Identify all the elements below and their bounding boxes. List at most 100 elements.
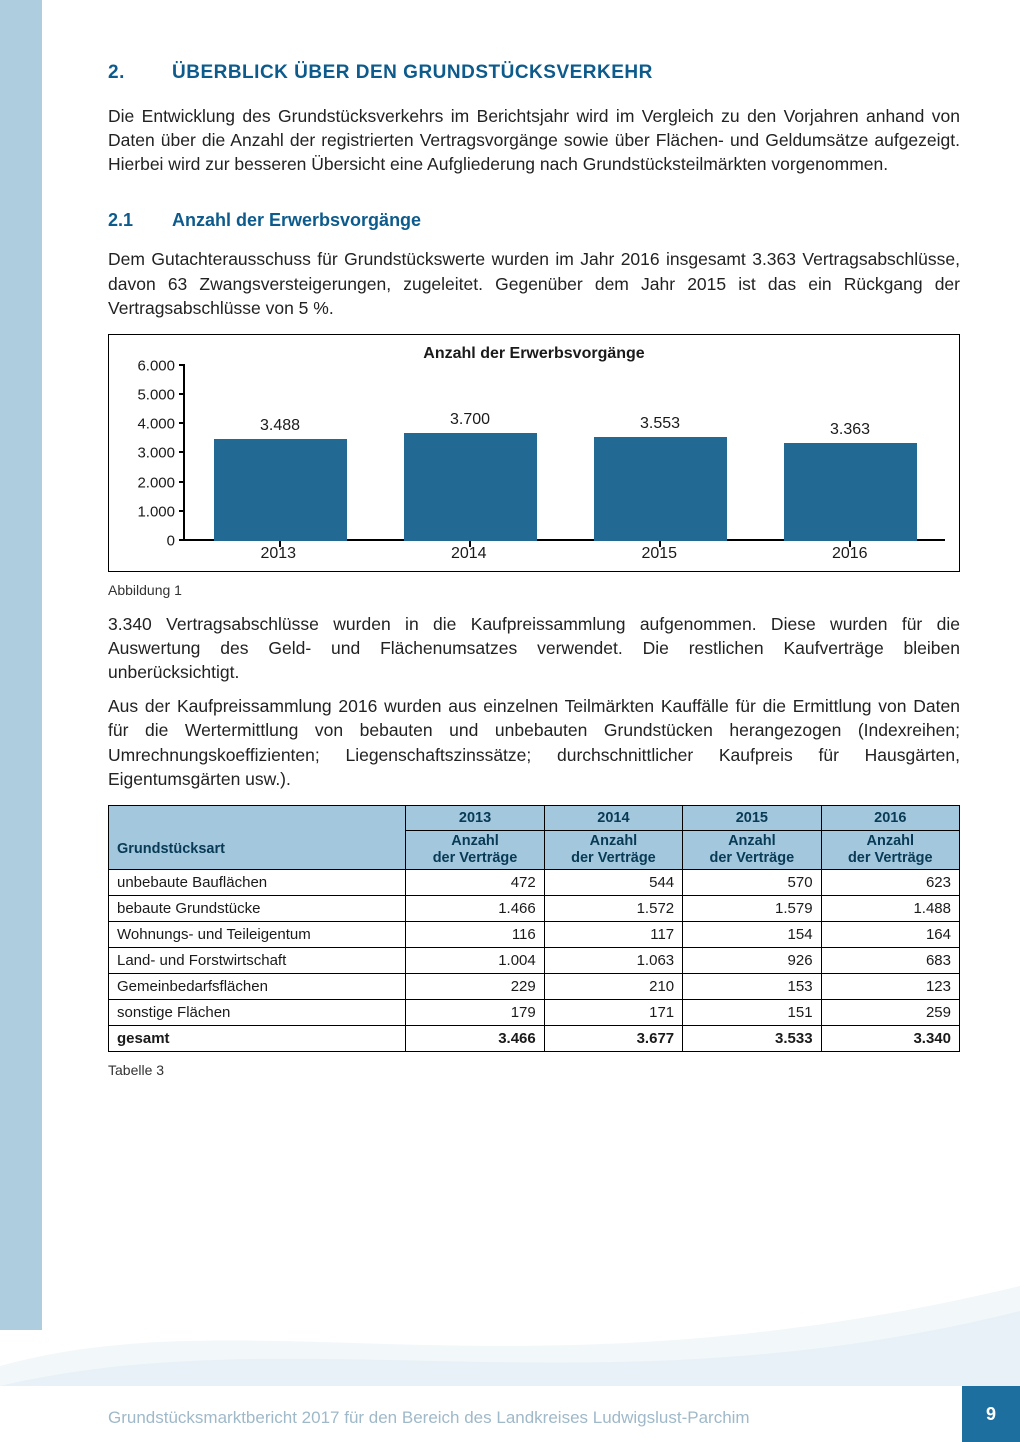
table-cell-value: 570 bbox=[683, 870, 821, 896]
chart-bars: 3.4883.7003.5533.363 bbox=[185, 366, 945, 541]
heading-2-1: 2.1Anzahl der Erwerbsvorgänge bbox=[108, 210, 960, 231]
table-header-year: 2013 bbox=[406, 805, 544, 830]
chart-title: Anzahl der Erwerbsvorgänge bbox=[123, 345, 945, 363]
chart-y-tick-mark bbox=[179, 393, 185, 395]
table-row: Land- und Forstwirtschaft1.0041.06392668… bbox=[109, 948, 960, 974]
table-cell-value: 229 bbox=[406, 974, 544, 1000]
chart-y-tick-label: 5.000 bbox=[123, 387, 175, 404]
table-cell-value: 153 bbox=[683, 974, 821, 1000]
chart-plot: 3.4883.7003.5533.363 bbox=[183, 366, 945, 541]
table-cell-value: 1.488 bbox=[821, 896, 959, 922]
page-number-badge: 9 bbox=[962, 1386, 1020, 1442]
table-cell-value: 623 bbox=[821, 870, 959, 896]
figure-1-caption: Abbildung 1 bbox=[108, 582, 960, 598]
chart-bar-slot: 3.700 bbox=[375, 366, 565, 541]
chart-x-label: 2013 bbox=[183, 545, 374, 563]
table-row: unbebaute Bauflächen472544570623 bbox=[109, 870, 960, 896]
chart-y-tick-mark bbox=[179, 422, 185, 424]
table-3-caption: Tabelle 3 bbox=[108, 1062, 960, 1078]
table-cell-value: 3.533 bbox=[683, 1026, 821, 1052]
table-cell-value: 116 bbox=[406, 922, 544, 948]
table-cell-label: gesamt bbox=[109, 1026, 406, 1052]
table-row: Wohnungs- und Teileigentum116117154164 bbox=[109, 922, 960, 948]
table-header-year: 2015 bbox=[683, 805, 821, 830]
chart-bar bbox=[404, 433, 537, 541]
table-cell-value: 683 bbox=[821, 948, 959, 974]
heading-2-1-text: Anzahl der Erwerbsvorgänge bbox=[172, 210, 421, 230]
chart-x-labels: 2013201420152016 bbox=[183, 545, 945, 563]
chart-y-tick-label: 1.000 bbox=[123, 503, 175, 520]
chart-y-tick-mark bbox=[179, 539, 185, 541]
table-cell-value: 544 bbox=[544, 870, 682, 896]
chart-bar-slot: 3.363 bbox=[755, 366, 945, 541]
page-content: 2.ÜBERBLICK ÜBER DEN GRUNDSTÜCKSVERKEHR … bbox=[108, 62, 960, 1092]
table-cell-value: 154 bbox=[683, 922, 821, 948]
chart-y-tick-mark bbox=[179, 481, 185, 483]
para-2-1-c: Aus der Kaufpreissammlung 2016 wurden au… bbox=[108, 694, 960, 791]
table-row: Gemeinbedarfsflächen229210153123 bbox=[109, 974, 960, 1000]
chart-y-tick-label: 4.000 bbox=[123, 416, 175, 433]
table-cell-value: 259 bbox=[821, 1000, 959, 1026]
heading-2: 2.ÜBERBLICK ÜBER DEN GRUNDSTÜCKSVERKEHR bbox=[108, 62, 960, 84]
table-header-year: 2014 bbox=[544, 805, 682, 830]
table-cell-label: Land- und Forstwirtschaft bbox=[109, 948, 406, 974]
footer-text: Grundstücksmarktbericht 2017 für den Ber… bbox=[108, 1408, 750, 1428]
para-2-1-b: 3.340 Vertragsabschlüsse wurden in die K… bbox=[108, 612, 960, 684]
table-header-sub: Anzahlder Verträge bbox=[683, 830, 821, 869]
chart-x-label: 2014 bbox=[374, 545, 565, 563]
table-cell-value: 210 bbox=[544, 974, 682, 1000]
table-cell-value: 3.466 bbox=[406, 1026, 544, 1052]
chart-bar-slot: 3.553 bbox=[565, 366, 755, 541]
para-2-1-a: Dem Gutachterausschuss für Grundstückswe… bbox=[108, 247, 960, 319]
heading-2-num: 2. bbox=[108, 62, 172, 84]
table-cell-label: Gemeinbedarfsflächen bbox=[109, 974, 406, 1000]
heading-2-1-num: 2.1 bbox=[108, 210, 172, 231]
chart-bar bbox=[594, 437, 727, 541]
chart-x-label: 2016 bbox=[755, 545, 946, 563]
table-cell-value: 164 bbox=[821, 922, 959, 948]
table-cell-value: 1.004 bbox=[406, 948, 544, 974]
left-margin-strip bbox=[0, 0, 42, 1330]
table-cell-value: 117 bbox=[544, 922, 682, 948]
table-head: 2013201420152016GrundstücksartAnzahlder … bbox=[109, 805, 960, 869]
chart-y-tick-label: 3.000 bbox=[123, 445, 175, 462]
table-header-sub: Anzahlder Verträge bbox=[406, 830, 544, 869]
table-header-category: Grundstücksart bbox=[109, 830, 406, 869]
table-cell-value: 926 bbox=[683, 948, 821, 974]
chart-bar-value-label: 3.488 bbox=[185, 417, 375, 435]
chart-y-tick-label: 2.000 bbox=[123, 474, 175, 491]
chart-y-tick-label: 0 bbox=[123, 532, 175, 549]
table-cell-label: sonstige Flächen bbox=[109, 1000, 406, 1026]
chart-y-axis: 01.0002.0003.0004.0005.0006.000 bbox=[123, 366, 183, 541]
table-vertraege: 2013201420152016GrundstücksartAnzahlder … bbox=[108, 805, 960, 1052]
table-cell-value: 123 bbox=[821, 974, 959, 1000]
heading-2-text: ÜBERBLICK ÜBER DEN GRUNDSTÜCKSVERKEHR bbox=[172, 62, 653, 83]
table-cell-value: 151 bbox=[683, 1000, 821, 1026]
chart-bar-value-label: 3.363 bbox=[755, 421, 945, 439]
table-cell-value: 171 bbox=[544, 1000, 682, 1026]
chart-y-tick-label: 6.000 bbox=[123, 357, 175, 374]
table-cell-value: 1.466 bbox=[406, 896, 544, 922]
footer-wave bbox=[0, 1256, 1020, 1386]
table-cell-label: bebaute Grundstücke bbox=[109, 896, 406, 922]
chart-area: 01.0002.0003.0004.0005.0006.000 3.4883.7… bbox=[123, 366, 945, 541]
table-cell-value: 1.572 bbox=[544, 896, 682, 922]
table-cell-value: 179 bbox=[406, 1000, 544, 1026]
chart-y-tick-mark bbox=[179, 510, 185, 512]
page-footer: Grundstücksmarktbericht 2017 für den Ber… bbox=[0, 1384, 1020, 1442]
para-intro: Die Entwicklung des Grundstücksverkehrs … bbox=[108, 104, 960, 176]
chart-x-ticks bbox=[185, 541, 945, 547]
table-cell-value: 1.063 bbox=[544, 948, 682, 974]
table-cell-value: 3.677 bbox=[544, 1026, 682, 1052]
chart-y-tick-mark bbox=[179, 451, 185, 453]
chart-bar-value-label: 3.700 bbox=[375, 411, 565, 429]
table-header-sub: Anzahlder Verträge bbox=[821, 830, 959, 869]
table-row: sonstige Flächen179171151259 bbox=[109, 1000, 960, 1026]
chart-bar-slot: 3.488 bbox=[185, 366, 375, 541]
table-header-blank bbox=[109, 805, 406, 830]
table-header-sub: Anzahlder Verträge bbox=[544, 830, 682, 869]
table-header-year: 2016 bbox=[821, 805, 959, 830]
table-row-total: gesamt3.4663.6773.5333.340 bbox=[109, 1026, 960, 1052]
chart-bar bbox=[214, 439, 347, 541]
table-body: unbebaute Bauflächen472544570623bebaute … bbox=[109, 870, 960, 1052]
